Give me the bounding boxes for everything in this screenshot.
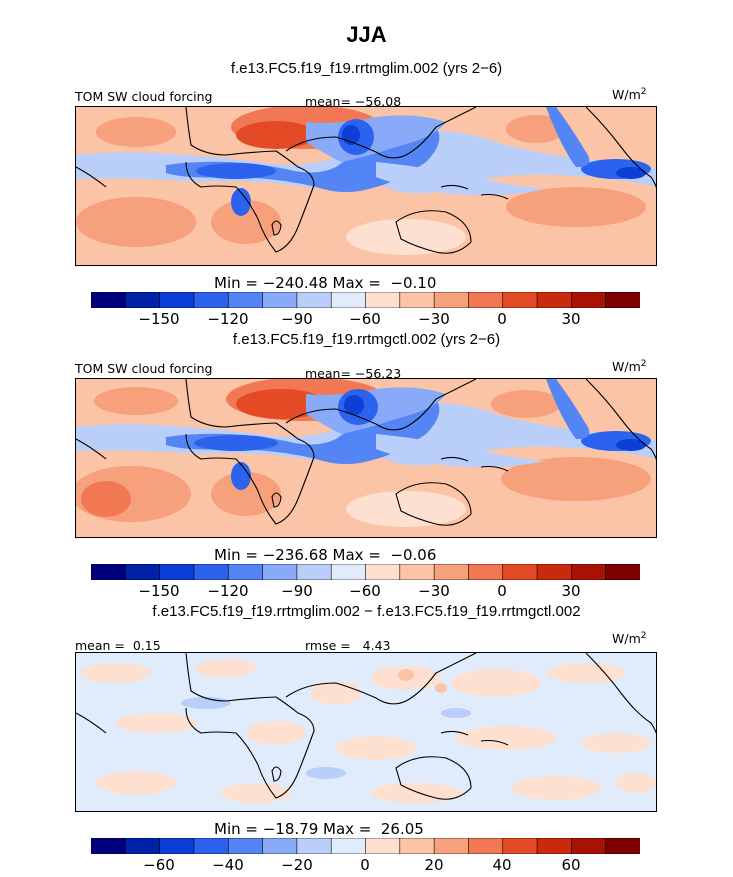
colorbar-swatch	[227, 564, 264, 580]
colorbar-tick: −60	[143, 856, 175, 874]
colorbar-swatch	[365, 292, 401, 308]
colorbar-swatch	[193, 564, 230, 580]
colorbar-swatch	[330, 838, 367, 854]
colorbar-swatch	[262, 292, 298, 308]
colorbar-tick: −120	[207, 310, 249, 328]
figure-title: JJA	[346, 22, 387, 47]
colorbar-swatch	[433, 838, 470, 854]
colorbar-swatch	[536, 838, 573, 854]
panel-3-title: f.e13.FC5.f19_f19.rrtmglim.002 − f.e13.F…	[152, 603, 581, 620]
colorbar-tick: 60	[561, 856, 581, 874]
colorbar-tick: 30	[561, 582, 581, 600]
colorbar-tick: −60	[349, 310, 381, 328]
colorbar-swatch	[399, 564, 435, 580]
colorbar-tick: −90	[281, 310, 313, 328]
colorbar-swatch	[536, 564, 573, 580]
colorbar-tick: 30	[561, 310, 581, 328]
colorbar-swatch	[536, 292, 573, 308]
panel-1-title: f.e13.FC5.f19_f19.rrtmglim.002 (yrs 2−6)	[230, 60, 503, 77]
colorbar-swatch	[571, 838, 607, 854]
colorbar-swatch	[296, 292, 332, 308]
colorbar-swatch	[91, 292, 127, 308]
colorbar-tick: 0	[360, 856, 370, 874]
panel-1-mean-label: mean= −56.08	[305, 94, 402, 109]
colorbar-swatch	[502, 292, 538, 308]
panel-2-title: f.e13.FC5.f19_f19.rrtmgctl.002 (yrs 2−6)	[232, 331, 501, 348]
panel-3-units: W/m2	[612, 631, 647, 647]
panel-3-rmse-label: rmse = 4.43	[305, 638, 391, 653]
colorbar-tick: −90	[281, 582, 313, 600]
colorbar-tick: −120	[207, 582, 249, 600]
colorbar-swatch	[571, 292, 607, 308]
colorbar-swatch	[365, 564, 401, 580]
panel-3-minmax: Min = −18.79 Max = 26.05	[214, 820, 424, 838]
colorbar-swatch	[296, 838, 332, 854]
colorbar-swatch	[502, 564, 538, 580]
colorbar-swatch	[227, 292, 264, 308]
panel-1-minmax: Min = −240.48 Max = −0.10	[214, 274, 437, 292]
colorbar-swatch	[330, 292, 367, 308]
colorbar-swatch	[468, 564, 504, 580]
panel-3-colorbar-ticks: −60 −40 −20 0 20 40 60	[91, 856, 640, 874]
colorbar-swatch	[125, 292, 161, 308]
colorbar-swatch	[365, 838, 401, 854]
colorbar-swatch	[433, 292, 470, 308]
colorbar-swatch	[433, 564, 470, 580]
colorbar-swatch	[193, 838, 230, 854]
colorbar-swatch	[91, 564, 127, 580]
colorbar-swatch	[502, 838, 538, 854]
panel-2-units: W/m2	[612, 359, 647, 375]
panel-1-variable-label: TOM SW cloud forcing	[75, 89, 213, 104]
colorbar-swatch	[159, 292, 195, 308]
colorbar-swatch	[91, 838, 127, 854]
panel-2-colorbar-ticks: −150 −120 −90 −60 −30 0 30	[91, 582, 640, 600]
panel-3-colorbar	[91, 838, 640, 854]
colorbar-swatch	[468, 838, 504, 854]
colorbar-swatch	[125, 564, 161, 580]
colorbar-tick: −30	[418, 582, 450, 600]
panel-2-map	[75, 378, 657, 538]
colorbar-tick: −60	[349, 582, 381, 600]
colorbar-swatch	[193, 292, 230, 308]
panel-3-mean-label: mean = 0.15	[75, 638, 161, 653]
colorbar-tick: 0	[497, 582, 507, 600]
panel-1-units: W/m2	[612, 87, 647, 103]
colorbar-tick: −150	[138, 582, 180, 600]
colorbar-swatch	[605, 838, 640, 854]
colorbar-swatch	[605, 292, 640, 308]
colorbar-swatch	[227, 838, 264, 854]
colorbar-tick: 0	[497, 310, 507, 328]
panel-1-map	[75, 106, 657, 266]
colorbar-tick: −150	[138, 310, 180, 328]
colorbar-tick: −30	[418, 310, 450, 328]
colorbar-swatch	[159, 564, 195, 580]
colorbar-swatch	[125, 838, 161, 854]
panel-2-variable-label: TOM SW cloud forcing	[75, 361, 213, 376]
colorbar-tick: 40	[492, 856, 512, 874]
colorbar-tick: −40	[212, 856, 244, 874]
colorbar-swatch	[330, 564, 367, 580]
colorbar-swatch	[159, 838, 195, 854]
panel-1-colorbar-ticks: −150 −120 −90 −60 −30 0 30	[91, 310, 640, 328]
panel-3-map	[75, 652, 657, 812]
colorbar-swatch	[296, 564, 332, 580]
colorbar-swatch	[262, 564, 298, 580]
colorbar-swatch	[605, 564, 640, 580]
panel-2-colorbar	[91, 564, 640, 580]
panel-2-minmax: Min = −236.68 Max = −0.06	[214, 546, 437, 564]
colorbar-swatch	[399, 292, 435, 308]
colorbar-tick: −20	[281, 856, 313, 874]
colorbar-swatch	[468, 292, 504, 308]
colorbar-swatch	[262, 838, 298, 854]
colorbar-swatch	[399, 838, 435, 854]
colorbar-swatch	[571, 564, 607, 580]
panel-2-mean-label: mean= −56.23	[305, 366, 402, 381]
panel-1-colorbar	[91, 292, 640, 308]
colorbar-tick: 20	[424, 856, 444, 874]
